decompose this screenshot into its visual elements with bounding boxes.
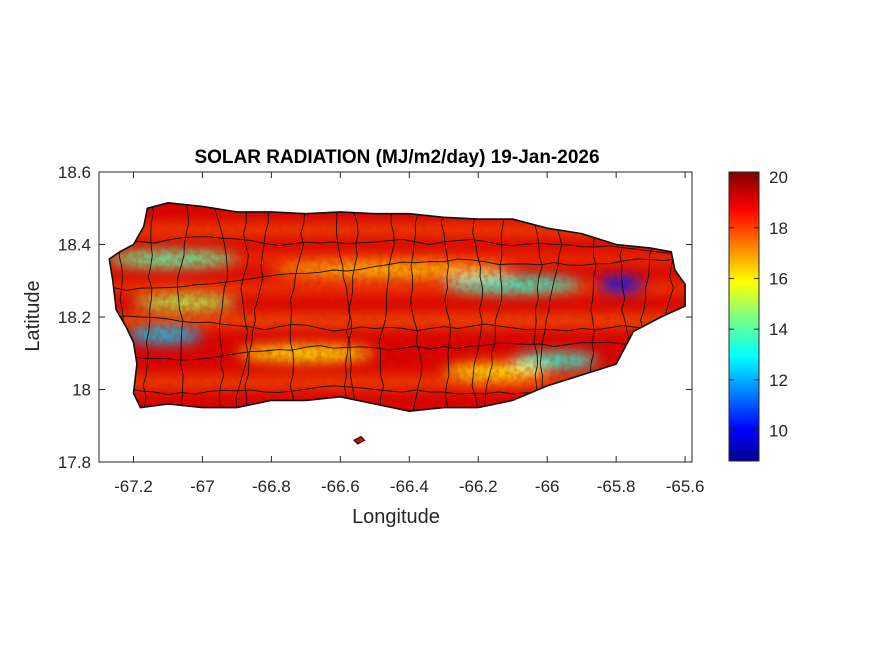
municipal-borders [109,202,686,412]
municipal-border [235,202,249,412]
municipal-border [109,341,686,361]
municipal-border [142,202,154,412]
municipal-border [373,202,396,412]
chart-title: SOLAR RADIATION (MJ/m2/day) 19-Jan-2026 [194,147,599,168]
colorbar-tick-label: 12 [769,371,788,390]
x-axis-label: Longitude [352,506,440,528]
y-tick-label: 18 [72,381,91,400]
colorbar-tick-label: 10 [769,422,788,441]
municipal-border [410,202,423,412]
small-island [353,435,366,445]
colorbar-tick-label: 14 [769,320,788,339]
colorbar-gradient [728,171,760,462]
municipal-border [210,202,229,412]
colorbar: 20 18 16 14 12 10 [728,168,788,462]
y-tick-label: 18.4 [58,236,91,255]
x-tick-label: -67.2 [114,477,153,496]
x-tick-label: -66.8 [252,477,291,496]
x-tick-label: -67 [190,477,215,496]
x-tick-label: -66.2 [459,477,498,496]
x-tick-label: -66.6 [321,477,360,496]
colorbar-tick-label: 16 [769,269,788,288]
municipal-border [109,236,686,255]
municipal-border [176,202,190,412]
municipal-border [289,202,307,412]
municipal-border [484,202,508,412]
y-tick-label: 18.2 [58,308,91,327]
y-axis-ticks: 18.6 18.4 18.2 18 17.8 [58,163,692,472]
x-tick-label: -66 [535,477,560,496]
coastline [108,201,686,413]
municipal-border [440,202,451,412]
municipal-border [109,314,686,332]
x-tick-label: -65.6 [666,477,705,496]
municipal-border [471,202,484,412]
colorbar-ticks: 20 18 16 14 12 10 [729,168,788,441]
x-axis-ticks: -67.2 -67 -66.8 -66.6 -66.4 -66.2 -66 -65.8 -65.… [114,172,704,496]
x-tick-label: -65.8 [597,477,636,496]
x-tick-label: -66.4 [390,477,429,496]
y-axis-label: Latitude [22,280,44,351]
colorbar-tick-label: 20 [769,168,788,187]
y-tick-label: 18.6 [58,163,91,182]
island-outline [108,201,686,445]
municipal-border [109,258,686,291]
municipal-border [244,202,274,412]
colorbar-tick-label: 18 [769,219,788,238]
y-tick-label: 17.8 [58,453,91,472]
